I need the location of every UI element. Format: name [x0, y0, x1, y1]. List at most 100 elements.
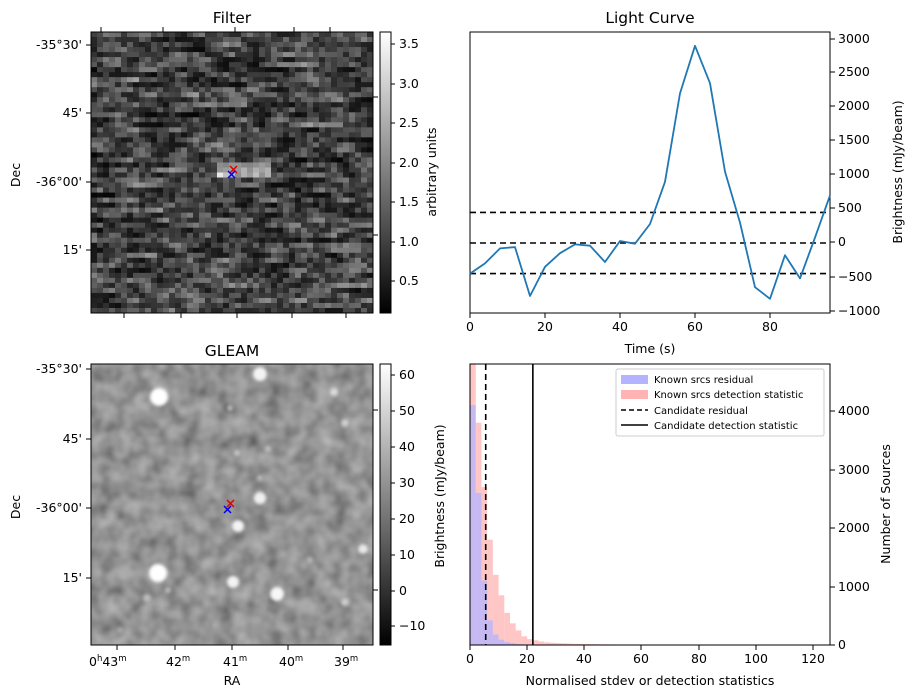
- filter-pixel: [157, 177, 164, 183]
- filter-pixel: [223, 227, 230, 234]
- filter-pixel: [127, 292, 134, 299]
- filter-pixel: [307, 82, 314, 88]
- filter-pixel: [211, 237, 218, 244]
- filter-pixel: [283, 122, 290, 128]
- filter-pixel: [307, 222, 314, 229]
- filter-pixel: [259, 97, 266, 103]
- filter-pixel: [235, 182, 242, 188]
- filter-pixel: [247, 82, 254, 88]
- filter-pixel: [349, 182, 356, 188]
- filter-pixel: [271, 72, 278, 78]
- filter-pixel: [247, 297, 254, 304]
- filter-pixel: [337, 212, 344, 219]
- filter-pixel: [289, 152, 296, 158]
- filter-pixel: [337, 207, 344, 214]
- filter-pixel: [127, 207, 134, 214]
- filter-pixel: [235, 207, 242, 214]
- filter-pixel: [211, 77, 218, 83]
- filter-pixel: [301, 237, 308, 244]
- filter-pixel: [133, 307, 140, 314]
- filter-pixel: [319, 52, 326, 58]
- filter-pixel: [259, 252, 266, 259]
- filter-pixel: [283, 272, 290, 279]
- filter-pixel: [271, 32, 278, 38]
- filter-pixel: [199, 277, 206, 284]
- filter-pixel: [313, 167, 320, 173]
- filter-pixel: [151, 282, 158, 289]
- filter-pixel: [163, 77, 170, 83]
- svg-text:39m: 39m: [334, 654, 358, 669]
- filter-pixel: [115, 222, 122, 229]
- histogram-bar: [470, 405, 476, 645]
- filter-pixel: [175, 177, 182, 183]
- filter-pixel: [103, 192, 110, 198]
- filter-pixel: [277, 237, 284, 244]
- filter-pixel: [181, 117, 188, 123]
- filter-pixel: [97, 262, 104, 269]
- filter-pixel: [133, 92, 140, 98]
- filter-pixel: [121, 272, 128, 279]
- filter-pixel: [367, 107, 374, 113]
- filter-pixel: [127, 172, 134, 178]
- filter-pixel: [121, 242, 128, 249]
- filter-pixel: [313, 287, 320, 294]
- filter-pixel: [349, 207, 356, 214]
- filter-pixel: [175, 97, 182, 103]
- filter-pixel: [91, 232, 98, 239]
- filter-pixel: [199, 197, 206, 204]
- filter-pixel: [355, 32, 362, 38]
- filter-pixel: [277, 182, 284, 188]
- filter-pixel: [295, 142, 302, 148]
- filter-pixel: [235, 197, 242, 204]
- filter-pixel: [283, 107, 290, 113]
- filter-pixel: [349, 297, 356, 304]
- filter-colorbar-tick: 3.5: [399, 36, 419, 51]
- filter-pixel: [253, 212, 260, 219]
- filter-pixel: [349, 92, 356, 98]
- filter-pixel: [331, 207, 338, 214]
- filter-pixel: [247, 172, 254, 178]
- filter-pixel: [127, 127, 134, 133]
- filter-pixel: [295, 67, 302, 73]
- filter-pixel: [187, 177, 194, 183]
- filter-pixel: [331, 32, 338, 38]
- filter-pixel: [223, 182, 230, 188]
- filter-pixel: [361, 242, 368, 249]
- filter-pixel: [151, 207, 158, 214]
- filter-pixel: [307, 262, 314, 269]
- filter-pixel: [223, 172, 230, 178]
- filter-pixel: [115, 52, 122, 58]
- filter-pixel: [277, 197, 284, 204]
- filter-pixel: [103, 57, 110, 63]
- filter-pixel: [307, 257, 314, 264]
- filter-pixel: [247, 257, 254, 264]
- filter-pixel: [337, 152, 344, 158]
- filter-pixel: [205, 107, 212, 113]
- filter-pixel: [247, 167, 254, 173]
- filter-pixel: [259, 202, 266, 209]
- filter-pixel: [133, 177, 140, 183]
- filter-pixel: [343, 302, 350, 309]
- filter-pixel: [277, 142, 284, 148]
- filter-pixel: [217, 32, 224, 38]
- filter-pixel: [187, 112, 194, 118]
- filter-pixel: [223, 32, 230, 38]
- filter-pixel: [151, 162, 158, 168]
- filter-pixel: [145, 152, 152, 158]
- filter-pixel: [163, 222, 170, 229]
- filter-pixel: [211, 107, 218, 113]
- filter-pixel: [229, 232, 236, 239]
- filter-pixel: [103, 217, 110, 224]
- filter-pixel: [301, 287, 308, 294]
- filter-pixel: [157, 92, 164, 98]
- filter-pixel: [301, 212, 308, 219]
- filter-pixel: [139, 137, 146, 143]
- filter-pixel: [145, 127, 152, 133]
- filter-pixel: [145, 222, 152, 229]
- filter-pixel: [121, 197, 128, 204]
- filter-pixel: [277, 102, 284, 108]
- filter-pixel: [349, 287, 356, 294]
- filter-pixel: [277, 112, 284, 118]
- filter-pixel: [319, 282, 326, 289]
